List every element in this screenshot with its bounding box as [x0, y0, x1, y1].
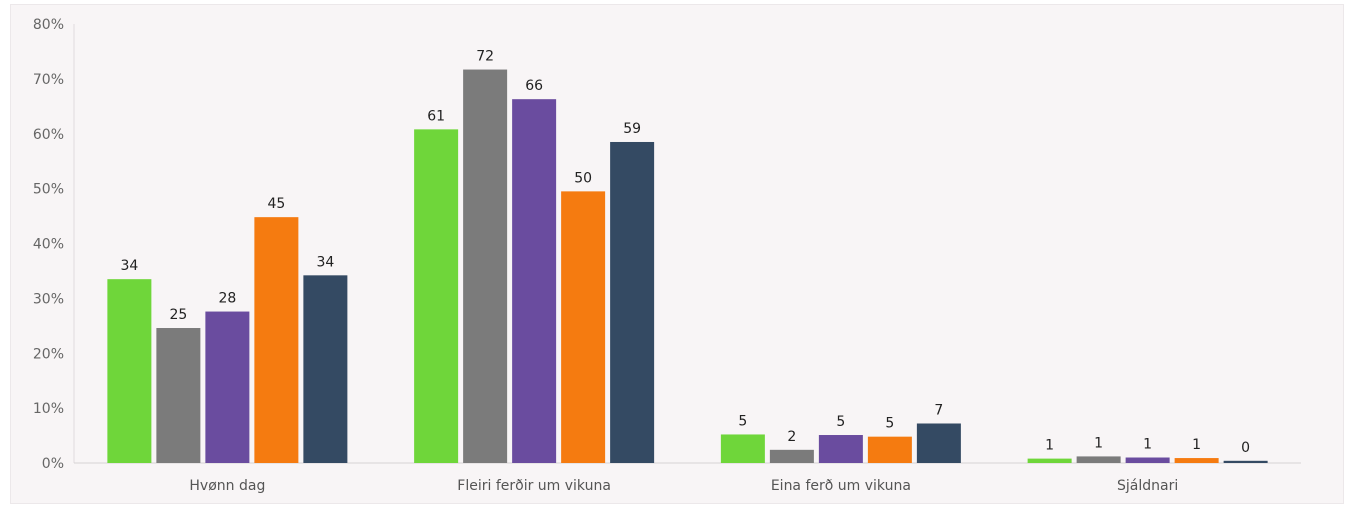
category-label: Hvønn dag — [189, 478, 265, 494]
bar-data-label: 25 — [169, 307, 187, 323]
y-tick-label: 0% — [42, 456, 64, 472]
bar — [867, 436, 912, 463]
bar-data-label: 45 — [267, 196, 285, 212]
bar — [303, 275, 348, 463]
bar — [769, 449, 814, 463]
bars — [107, 69, 1268, 464]
bar — [414, 129, 459, 464]
y-tick-label: 10% — [33, 401, 64, 417]
bar-data-label: 59 — [623, 121, 641, 137]
bar — [1125, 457, 1170, 463]
bar-data-label: 50 — [574, 170, 592, 186]
bar-data-label: 1 — [1045, 438, 1054, 454]
y-tick-label: 20% — [33, 346, 64, 362]
bar — [1174, 458, 1219, 463]
bar — [1027, 458, 1072, 463]
bar-data-label: 72 — [476, 49, 494, 65]
bar-data-label: 0 — [1241, 440, 1250, 456]
bar — [254, 217, 299, 463]
bar — [205, 311, 250, 463]
bar — [1223, 460, 1268, 463]
bar-data-label: 5 — [738, 413, 747, 429]
bar-data-label: 28 — [218, 291, 236, 307]
y-tick-label: 60% — [33, 127, 64, 143]
category-label: Eina ferð um vikuna — [771, 478, 911, 494]
bar — [818, 435, 863, 463]
y-tick-label: 70% — [33, 72, 64, 88]
category-labels: Hvønn dag Fleiri ferðir um vikuna Eina fer… — [189, 478, 1178, 494]
bar-data-label: 1 — [1094, 435, 1103, 451]
bar — [156, 328, 201, 463]
y-axis-ticks: 0% 10% 20% 30% 40% 50% 60% 70% 80% — [33, 17, 64, 472]
bar — [916, 423, 961, 463]
bar — [720, 434, 765, 463]
bar — [463, 69, 508, 463]
bar-data-label: 5 — [836, 414, 845, 430]
bar-data-label: 5 — [885, 416, 894, 432]
bar-chart: 0%10%20%30%40%50%60%70%80% 3425284534617… — [33, 17, 1301, 494]
bar — [1076, 456, 1121, 463]
bar-data-label: 1 — [1143, 437, 1152, 453]
y-tick-label: 50% — [33, 182, 64, 198]
bar-data-label: 7 — [934, 402, 943, 418]
y-tick-label: 40% — [33, 237, 64, 253]
bar-data-label: 1 — [1192, 437, 1201, 453]
bar — [512, 99, 557, 464]
y-tick-label: 30% — [33, 291, 64, 307]
y-tick-label: 80% — [33, 17, 64, 33]
bar-data-label: 2 — [787, 429, 796, 445]
category-label: Fleiri ferðir um vikuna — [457, 478, 611, 494]
bar — [561, 191, 606, 463]
bar — [107, 279, 152, 463]
bar-data-label: 61 — [427, 108, 445, 124]
category-label: Sjáldnari — [1117, 478, 1178, 494]
chart-frame: 0% 10% 20% 30% 40% 50% 60% 70% 80% 34 25 28 45 34 61 7… — [10, 4, 1344, 504]
bar-data-label: 34 — [316, 254, 334, 270]
bar — [610, 141, 655, 463]
bar-data-label: 66 — [525, 78, 543, 94]
bar-data-label: 34 — [120, 258, 138, 274]
